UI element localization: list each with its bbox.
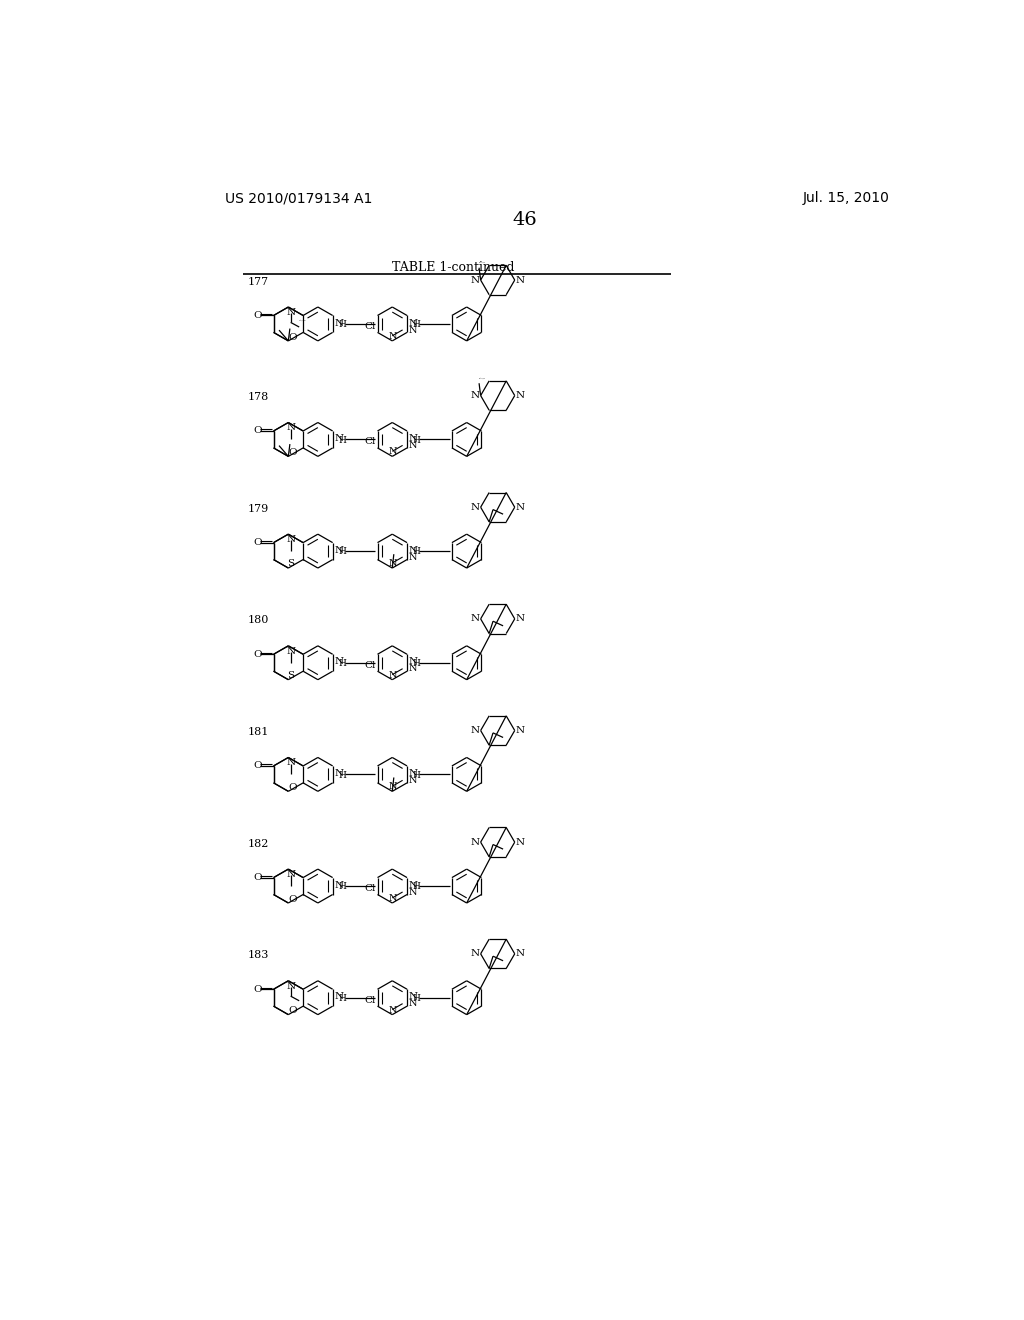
Text: N: N (516, 276, 524, 285)
Text: N: N (471, 726, 480, 735)
Text: N: N (516, 726, 524, 735)
Text: N: N (409, 664, 417, 673)
Text: N: N (389, 331, 397, 341)
Text: S: S (287, 558, 294, 568)
Text: O: O (253, 539, 261, 546)
Text: N: N (286, 424, 295, 433)
Text: N: N (409, 546, 418, 554)
Text: N: N (409, 776, 417, 785)
Text: N: N (516, 949, 524, 958)
Text: N: N (409, 553, 417, 562)
Text: O: O (288, 895, 297, 904)
Text: N: N (409, 318, 418, 327)
Text: 180: 180 (248, 615, 269, 626)
Text: O: O (253, 426, 261, 436)
Text: N: N (286, 308, 295, 317)
Text: 46: 46 (512, 211, 538, 228)
Text: H: H (338, 882, 346, 891)
Text: N: N (471, 276, 480, 285)
Text: H: H (413, 771, 420, 780)
Text: H: H (413, 436, 420, 445)
Text: H: H (413, 548, 420, 556)
Text: N: N (286, 982, 295, 990)
Text: 177: 177 (248, 277, 269, 286)
Text: 183: 183 (248, 950, 269, 961)
Text: N: N (471, 503, 480, 512)
Text: N: N (334, 770, 343, 777)
Text: Jul. 15, 2010: Jul. 15, 2010 (802, 191, 889, 206)
Text: N: N (409, 770, 418, 777)
Text: H: H (338, 994, 346, 1003)
Text: O: O (288, 1006, 297, 1015)
Text: S: S (287, 671, 294, 680)
Text: ethyl_label: ethyl_label (299, 319, 306, 322)
Text: Cl: Cl (365, 995, 376, 1005)
Text: N: N (286, 870, 295, 879)
Text: N: N (334, 993, 343, 1002)
Text: N: N (334, 880, 343, 890)
Text: H: H (338, 321, 346, 329)
Text: N: N (516, 503, 524, 512)
Text: O: O (253, 312, 261, 319)
Text: N: N (334, 546, 343, 554)
Text: N: N (334, 318, 343, 327)
Text: O: O (253, 762, 261, 771)
Text: O: O (253, 649, 261, 659)
Text: N: N (516, 614, 524, 623)
Text: N: N (389, 447, 397, 457)
Text: N: N (389, 671, 397, 680)
Text: 178: 178 (248, 392, 269, 403)
Text: N: N (389, 558, 397, 568)
Text: N: N (334, 434, 343, 444)
Text: 182: 182 (248, 838, 269, 849)
Text: N: N (409, 441, 417, 450)
Text: H: H (338, 548, 346, 556)
Text: N: N (286, 535, 295, 544)
Text: N: N (389, 894, 397, 903)
Text: N: N (471, 838, 480, 846)
Text: Cl: Cl (365, 322, 376, 331)
Text: H: H (338, 436, 346, 445)
Text: H: H (413, 994, 420, 1003)
Text: US 2010/0179134 A1: US 2010/0179134 A1 (225, 191, 373, 206)
Text: O: O (253, 873, 261, 882)
Text: 179: 179 (248, 504, 269, 513)
Text: N: N (286, 647, 295, 656)
Text: O: O (288, 447, 297, 457)
Text: Cl: Cl (365, 660, 376, 669)
Text: N: N (409, 880, 418, 890)
Text: Cl: Cl (365, 884, 376, 892)
Text: N: N (334, 657, 343, 667)
Text: N: N (409, 657, 418, 667)
Text: H: H (338, 659, 346, 668)
Text: O: O (288, 333, 297, 342)
Text: N: N (516, 838, 524, 846)
Text: methyl_m: methyl_m (479, 378, 485, 380)
Text: 181: 181 (248, 727, 269, 737)
Text: N: N (516, 391, 524, 400)
Text: N: N (409, 999, 417, 1008)
Text: H: H (413, 882, 420, 891)
Text: N: N (409, 326, 417, 334)
Text: N: N (471, 391, 480, 400)
Text: O: O (288, 783, 297, 792)
Text: N: N (409, 993, 418, 1002)
Text: N: N (389, 1006, 397, 1015)
Text: N: N (286, 759, 295, 767)
Text: TABLE 1-continued: TABLE 1-continued (392, 261, 515, 275)
Text: H: H (413, 321, 420, 329)
Text: H: H (413, 659, 420, 668)
Text: N: N (409, 434, 418, 444)
Text: N: N (409, 888, 417, 896)
Text: N: N (471, 614, 480, 623)
Text: N: N (389, 783, 397, 791)
Text: O: O (253, 985, 261, 994)
Text: Cl: Cl (365, 437, 376, 446)
Text: H: H (338, 771, 346, 780)
Text: methyl_m: methyl_m (479, 263, 485, 264)
Text: N: N (471, 949, 480, 958)
